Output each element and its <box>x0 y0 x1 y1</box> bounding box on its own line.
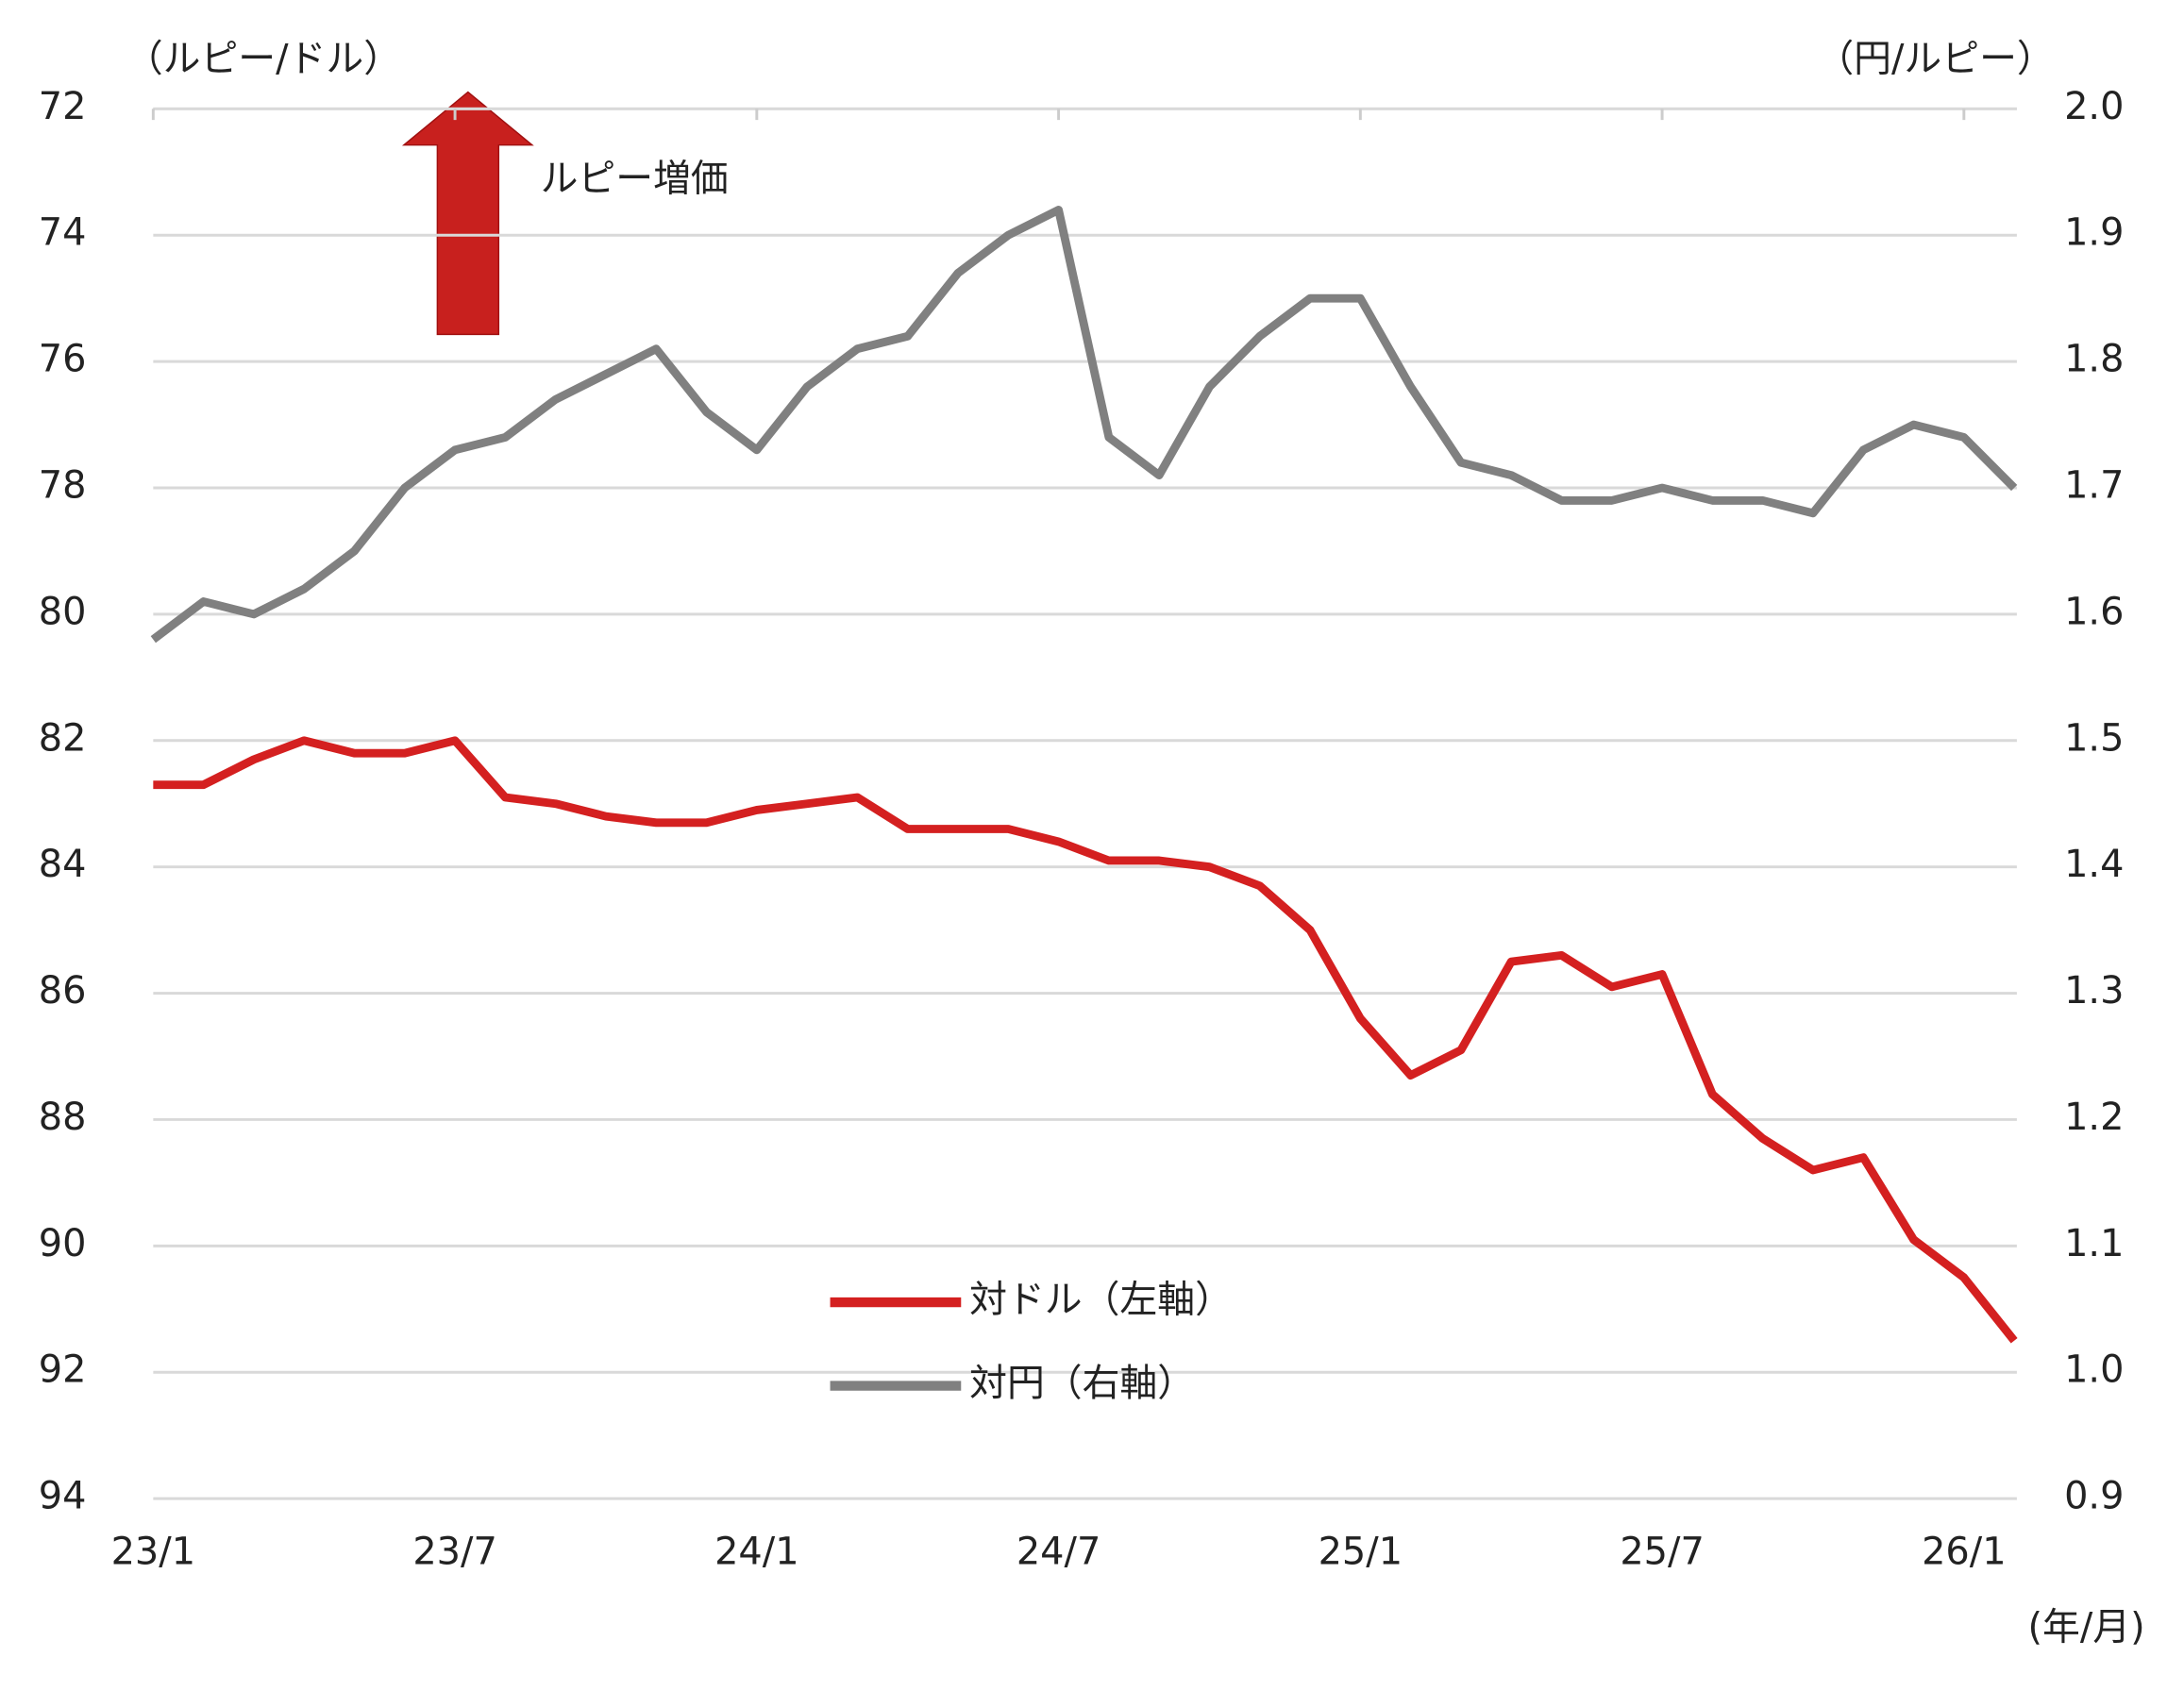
y-tick-label: 80 <box>39 590 87 633</box>
y2-tick-label: 1.3 <box>2064 969 2124 1013</box>
annotation: ルピー増価 <box>541 158 729 201</box>
y2-tick-label: 1.9 <box>2064 211 2124 255</box>
series-line <box>150 206 2018 644</box>
y2-tick-label: 1.1 <box>2064 1222 2124 1265</box>
x-tick-label: 26/1 <box>1922 1531 2006 1574</box>
x-tick-label: 24/1 <box>714 1531 798 1574</box>
x-tick-label: 23/1 <box>111 1531 195 1574</box>
legend-label: 対円（右軸） <box>969 1362 1195 1405</box>
legend-label: 対ドル（左軸） <box>969 1279 1233 1322</box>
x-tick-label: 25/7 <box>1620 1531 1704 1574</box>
y2-tick-label: 1.4 <box>2064 843 2124 886</box>
y-tick-label: 88 <box>39 1096 87 1139</box>
y2-tick-label: 1.2 <box>2064 1096 2124 1139</box>
y-axis-label: （ルピー/ドル） <box>126 38 401 81</box>
y-tick-label: 78 <box>39 463 87 507</box>
appreciation-arrow <box>401 91 534 336</box>
y-tick-label: 82 <box>39 716 87 760</box>
y-tick-label: 90 <box>39 1222 87 1265</box>
y2-tick-label: 1.6 <box>2064 590 2124 633</box>
y2-tick-label: 0.9 <box>2064 1475 2124 1518</box>
x-axis-label: (年/月) <box>2028 1605 2145 1649</box>
series-line <box>153 736 2018 1344</box>
y2-tick-label: 1.7 <box>2064 463 2124 507</box>
y-tick-label: 94 <box>39 1475 87 1518</box>
x-tick-label: 24/7 <box>1016 1531 1100 1574</box>
x-tick-label: 23/7 <box>412 1531 496 1574</box>
y2-tick-label: 1.8 <box>2064 338 2124 381</box>
y2-tick-label: 1.0 <box>2064 1348 2124 1392</box>
y-tick-label: 92 <box>39 1348 87 1392</box>
x-tick-label: 25/1 <box>1319 1531 1403 1574</box>
y-tick-label: 74 <box>39 211 87 255</box>
y-tick-label: 84 <box>39 843 87 886</box>
y-tick-label: 76 <box>39 338 87 381</box>
y2-axis-label: （円/ルピー） <box>1816 38 2054 81</box>
y2-tick-label: 1.5 <box>2064 716 2124 760</box>
y2-tick-label: 2.0 <box>2064 85 2124 128</box>
y-tick-label: 72 <box>39 85 87 128</box>
y-tick-label: 86 <box>39 969 87 1013</box>
